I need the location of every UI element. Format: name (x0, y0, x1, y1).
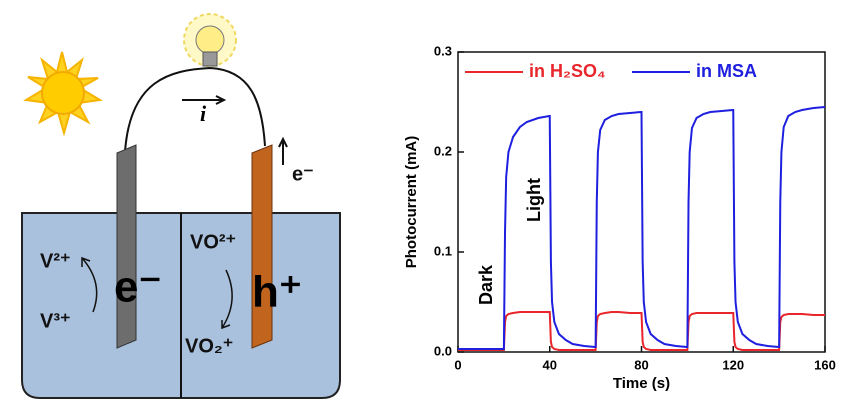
x-tick-label: 80 (634, 357, 648, 372)
ion-label: VO²⁺ (190, 231, 236, 253)
y-tick-label: 0.0 (434, 343, 452, 358)
current-label: i (200, 101, 207, 126)
electrode-right (252, 145, 272, 348)
annotation: Light (524, 178, 544, 222)
x-tick-label: 0 (454, 357, 461, 372)
ion-label: V²⁺ (40, 250, 71, 272)
y-tick-label: 0.2 (434, 143, 452, 158)
chart: 0.0 0.1 0.2 0.3 0 40 80 120 160 Time (s) Photocurr… (403, 43, 836, 392)
electrode-left (117, 145, 136, 348)
legend-label: in H₂SO₄ (529, 61, 606, 81)
ion-label: VO₂⁺ (185, 335, 233, 357)
carrier-label: h⁺ (252, 268, 302, 317)
wire (125, 68, 265, 152)
annotation: Dark (476, 264, 496, 305)
carrier-label: e⁻ (114, 263, 162, 312)
carrier-label: e⁻ (292, 163, 314, 185)
bulb (184, 14, 236, 66)
x-tick-label: 40 (543, 357, 557, 372)
x-tick-label: 160 (814, 357, 836, 372)
x-tick-label: 120 (722, 357, 744, 372)
wire-arrow (279, 139, 287, 165)
y-tick-label: 0.3 (434, 43, 452, 58)
legend-label: in MSA (696, 61, 757, 81)
x-axis-label: Time (s) (613, 375, 670, 392)
data-line (458, 312, 825, 350)
diagram: V²⁺ V³⁺ e⁻ VO²⁺ VO₂⁺ h⁺ e⁻ i (22, 14, 340, 398)
ion-label: V³⁺ (40, 310, 71, 332)
sun (26, 52, 100, 133)
y-axis-label: Photocurrent (mA) (403, 136, 420, 269)
y-tick-label: 0.1 (434, 243, 452, 258)
figure: V²⁺ V³⁺ e⁻ VO²⁺ VO₂⁺ h⁺ e⁻ i 0.00.10.20.… (0, 0, 843, 415)
